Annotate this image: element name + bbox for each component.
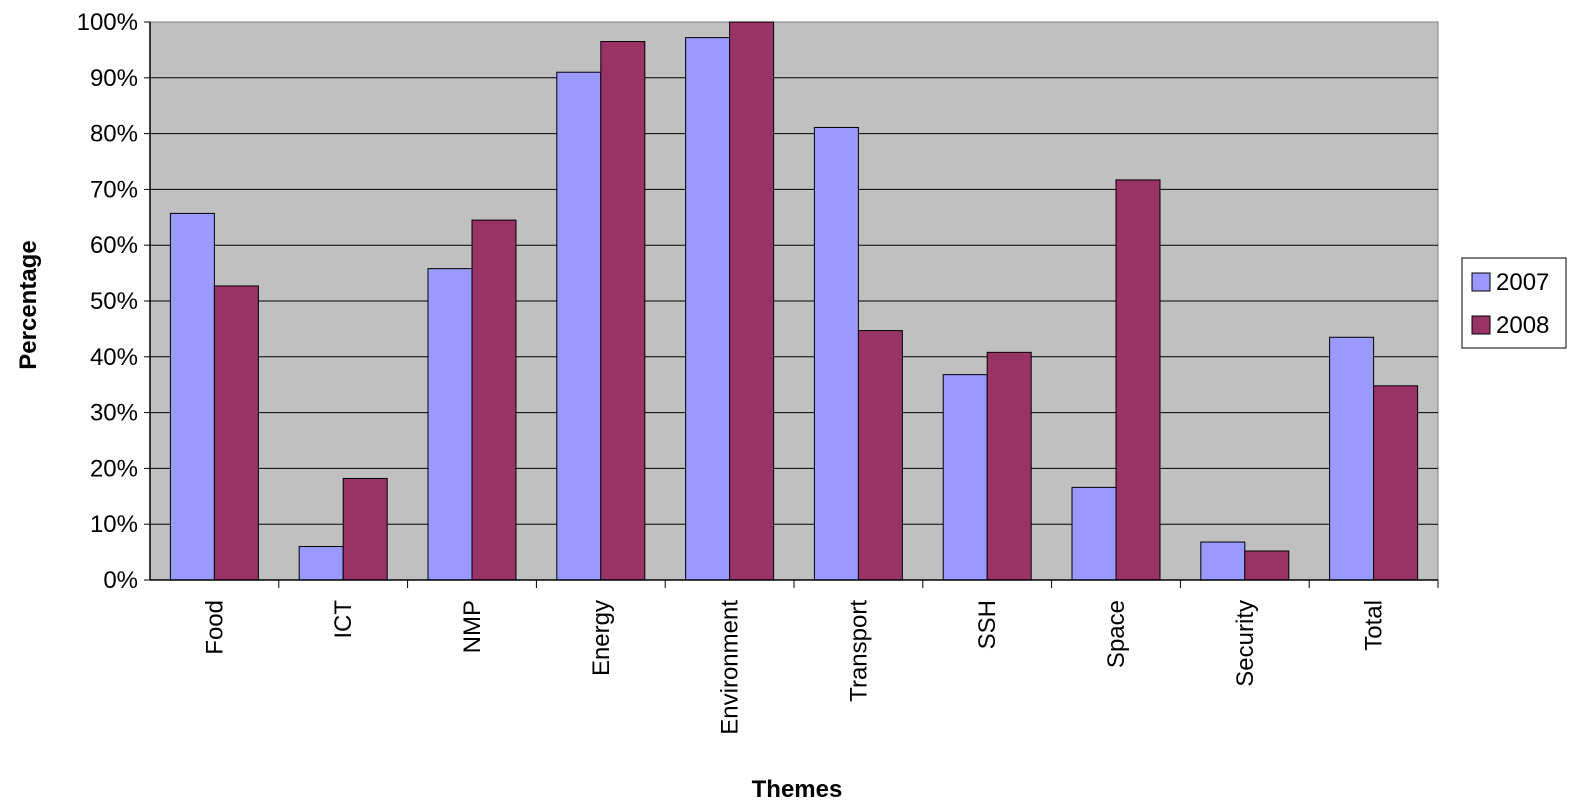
bar-2008-food — [213, 285, 259, 581]
bar-2008-energy — [600, 41, 646, 581]
axes — [144, 21, 1439, 588]
y-tick-label: 20% — [90, 455, 138, 482]
x-tick-label-nmp: NMP — [459, 600, 486, 653]
y-tick-label: 0% — [103, 567, 138, 594]
x-tick-label-transport: Transport — [845, 600, 872, 702]
y-tick-label: 40% — [90, 344, 138, 371]
y-tick-label: 30% — [90, 400, 138, 427]
bar-2008-security — [1244, 550, 1290, 581]
bar-2008-total — [1373, 385, 1419, 581]
x-tick-label-space: Space — [1103, 600, 1130, 668]
legend-swatch-2008 — [1471, 315, 1491, 335]
y-tick-labels: 0% 10% 20% 30% 40% 50% 60% 70% 80% 90% 100% — [77, 9, 138, 594]
bar-2008-environment — [729, 21, 775, 581]
bar-2008-transport — [857, 330, 903, 581]
bar-2007-ict — [298, 546, 344, 581]
bar-2007-energy — [556, 71, 602, 581]
bars — [169, 21, 1419, 581]
bar-2008-space — [1115, 179, 1161, 581]
y-tick-label: 100% — [77, 9, 138, 36]
y-axis-title: Percentage — [15, 240, 42, 369]
bar-2007-total — [1329, 336, 1375, 581]
y-tick-label: 90% — [90, 65, 138, 92]
y-tick-label: 10% — [90, 511, 138, 538]
x-tick-label-energy: Energy — [588, 600, 615, 676]
legend-label-2007: 2007 — [1496, 269, 1549, 296]
bar-2007-nmp — [427, 268, 473, 581]
y-tick-label: 60% — [90, 232, 138, 259]
bar-2007-security — [1200, 541, 1246, 581]
legend-label-2008: 2008 — [1496, 312, 1549, 339]
legend-swatch-2007 — [1471, 272, 1491, 292]
bar-2008-nmp — [471, 219, 517, 581]
y-tick-label: 50% — [90, 288, 138, 315]
x-tick-label-environment: Environment — [717, 600, 744, 735]
x-tick-label-food: Food — [201, 600, 228, 655]
legend: 2007 2008 — [1461, 257, 1567, 349]
y-tick-label: 80% — [90, 121, 138, 148]
y-tick-label: 70% — [90, 176, 138, 203]
bar-2007-environment — [685, 37, 731, 581]
bar-2008-ict — [342, 477, 388, 581]
bar-2007-space — [1071, 486, 1117, 581]
x-axis-title: Themes — [752, 776, 843, 803]
bar-2008-ssh — [986, 351, 1032, 581]
x-tick-label-ict: ICT — [330, 600, 357, 639]
x-tick-label-security: Security — [1232, 600, 1259, 687]
x-tick-labels: Food ICT NMP Energy Environment Transport SSH S… — [201, 600, 1387, 735]
x-tick-label-ssh: SSH — [974, 600, 1001, 649]
bar-2007-food — [169, 212, 215, 581]
bar-2007-transport — [813, 126, 859, 581]
x-tick-label-total: Total — [1361, 600, 1388, 651]
bar-2007-ssh — [942, 374, 988, 581]
